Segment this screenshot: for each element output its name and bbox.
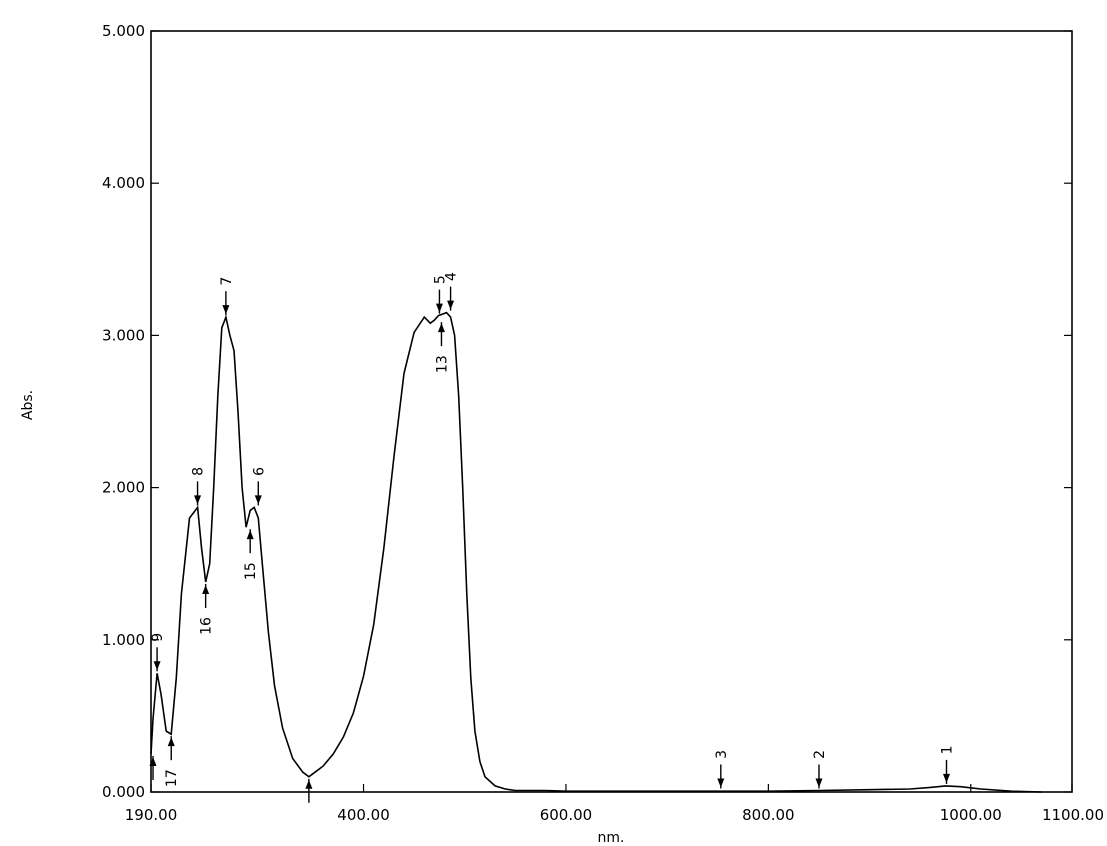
y-tick-label: 4.000 bbox=[102, 174, 145, 192]
x-axis-label: nm. bbox=[598, 830, 625, 846]
marker-label: 15 bbox=[243, 562, 259, 580]
y-tick-label: 1.000 bbox=[102, 631, 145, 649]
peak-marker: 3 bbox=[714, 750, 730, 789]
marker-label: 13 bbox=[434, 355, 450, 373]
marker-label: 3 bbox=[714, 750, 730, 759]
marker-arrow bbox=[167, 737, 175, 747]
x-axis: 190.00 400.00 600.00 800.00 1000.00 1100.00 bbox=[125, 784, 1104, 824]
x-tick-label: 1000.00 bbox=[940, 806, 1002, 824]
peak-markers: 1 2 3 45 6 7 8 9 13 15 16 17 bbox=[149, 272, 956, 803]
plot-frame bbox=[150, 30, 1073, 793]
marker-arrow bbox=[815, 778, 823, 788]
peak-marker: 2 bbox=[812, 750, 828, 789]
peak-marker: 5 bbox=[432, 275, 448, 314]
peak-marker: 17 bbox=[164, 736, 180, 787]
marker-label: 4 bbox=[444, 272, 460, 281]
marker-label: 17 bbox=[164, 769, 180, 787]
peak-marker: 4 bbox=[444, 272, 460, 311]
marker-label: 7 bbox=[219, 277, 235, 286]
marker-label: 16 bbox=[199, 617, 215, 635]
peak-marker bbox=[149, 755, 157, 780]
x-tick-label: 400.00 bbox=[337, 806, 390, 824]
y-axis-label: Abs. bbox=[20, 390, 36, 420]
marker-arrow bbox=[153, 661, 161, 671]
marker-arrow bbox=[254, 495, 262, 505]
peak-marker: 13 bbox=[434, 322, 450, 373]
marker-label: 2 bbox=[812, 750, 828, 759]
peak-marker: 15 bbox=[243, 529, 259, 580]
marker-arrow bbox=[246, 530, 254, 540]
peak-marker: 16 bbox=[199, 583, 215, 635]
peak-marker: 9 bbox=[150, 633, 166, 672]
spectrum-line bbox=[150, 311, 1042, 793]
marker-label: 8 bbox=[191, 467, 207, 476]
marker-arrow bbox=[437, 323, 445, 333]
y-tick-label: 2.000 bbox=[102, 479, 145, 497]
peak-marker: 1 bbox=[940, 745, 956, 784]
marker-arrow bbox=[717, 778, 725, 788]
marker-arrow bbox=[194, 495, 202, 505]
x-tick-label: 190.00 bbox=[125, 806, 178, 824]
peak-marker: 8 bbox=[191, 467, 207, 506]
marker-label: 9 bbox=[150, 633, 166, 642]
peak-marker bbox=[305, 778, 313, 803]
peak-marker: 7 bbox=[219, 277, 235, 316]
x-tick-label: 800.00 bbox=[742, 806, 795, 824]
marker-label: 1 bbox=[940, 745, 956, 754]
marker-label: 6 bbox=[251, 467, 267, 476]
peak-marker: 6 bbox=[251, 467, 267, 506]
marker-arrow bbox=[305, 779, 313, 789]
x-tick-label: 1100.00 bbox=[1042, 806, 1104, 824]
marker-arrow bbox=[222, 305, 230, 315]
y-tick-label: 0.000 bbox=[102, 783, 145, 801]
marker-arrow bbox=[202, 584, 210, 594]
marker-label: 5 bbox=[432, 275, 448, 284]
marker-arrow bbox=[943, 773, 951, 783]
y-axis: 0.000 1.000 2.000 3.000 4.000 5.000 bbox=[102, 22, 1072, 801]
y-tick-label: 5.000 bbox=[102, 22, 145, 40]
marker-arrow bbox=[447, 300, 455, 310]
y-tick-label: 3.000 bbox=[102, 326, 145, 344]
marker-arrow bbox=[149, 756, 157, 766]
x-tick-label: 600.00 bbox=[540, 806, 593, 824]
marker-arrow bbox=[435, 303, 443, 313]
